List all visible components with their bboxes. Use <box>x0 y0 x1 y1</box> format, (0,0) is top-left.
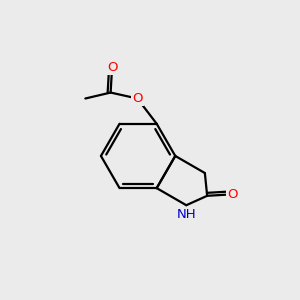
Text: NH: NH <box>176 208 196 220</box>
Text: O: O <box>132 92 142 105</box>
Text: O: O <box>107 61 117 74</box>
Text: O: O <box>227 188 238 201</box>
